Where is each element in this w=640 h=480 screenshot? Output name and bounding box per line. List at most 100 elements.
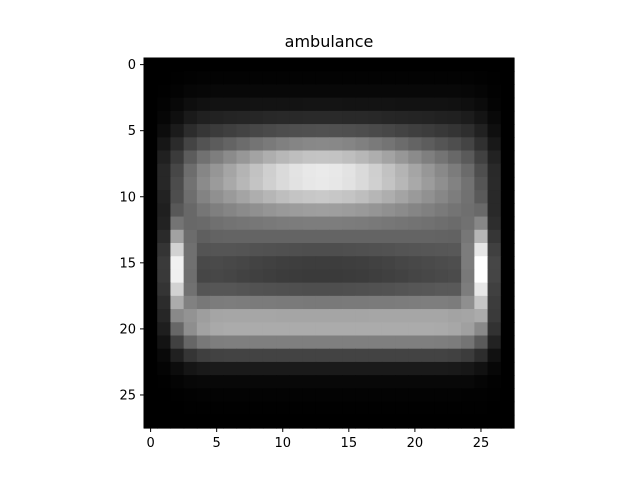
heatmap-cell: [500, 216, 515, 231]
heatmap-cell: [487, 322, 502, 337]
heatmap-cell: [144, 309, 158, 323]
heatmap-cell: [157, 295, 172, 310]
heatmap-cell: [408, 110, 423, 125]
heatmap-cell: [170, 150, 185, 165]
heatmap-cell: [474, 150, 489, 165]
heatmap-cell: [183, 216, 198, 231]
heatmap-cell: [210, 282, 224, 297]
heatmap-cell: [210, 309, 224, 323]
heatmap-cell: [210, 388, 224, 403]
heatmap-cell: [355, 388, 370, 403]
heatmap-cell: [276, 110, 290, 125]
heatmap-cell: [395, 137, 409, 152]
heatmap-cell: [249, 256, 264, 271]
heatmap-cell: [302, 137, 317, 152]
heatmap-cell: [500, 335, 515, 350]
heatmap-cell: [236, 361, 251, 376]
heatmap-cell: [355, 375, 370, 389]
heatmap-cell: [474, 84, 489, 99]
heatmap-cell: [183, 229, 198, 244]
heatmap-cell: [315, 176, 330, 191]
heatmap-cell: [447, 203, 462, 218]
heatmap-cell: [395, 361, 409, 376]
heatmap-cell: [170, 137, 185, 152]
heatmap-cell: [262, 269, 277, 284]
heatmap-cell: [210, 375, 224, 389]
heatmap-cell: [315, 348, 330, 363]
y-tick-label: 10: [119, 190, 136, 205]
heatmap-cell: [368, 295, 383, 310]
heatmap-cell: [461, 401, 475, 416]
heatmap-cell: [302, 190, 317, 204]
heatmap-cell: [315, 375, 330, 389]
heatmap-cell: [302, 71, 317, 86]
heatmap-cell: [249, 203, 264, 218]
heatmap-cell: [196, 414, 211, 429]
heatmap-cell: [196, 256, 211, 271]
heatmap-cell: [421, 150, 436, 165]
heatmap-cell: [276, 216, 290, 231]
heatmap-cell: [329, 84, 343, 99]
heatmap-cell: [236, 282, 251, 297]
heatmap-cell: [421, 84, 436, 99]
heatmap-cell: [210, 137, 224, 152]
heatmap-cell: [223, 414, 238, 429]
heatmap-cell: [210, 203, 224, 218]
heatmap-cell: [368, 124, 383, 138]
heatmap-cell: [249, 137, 264, 152]
heatmap-cell: [487, 361, 502, 376]
heatmap-cell: [210, 348, 224, 363]
heatmap-cell: [223, 309, 238, 323]
heatmap-cell: [183, 150, 198, 165]
heatmap-cell: [144, 388, 158, 403]
heatmap-cell: [289, 176, 304, 191]
heatmap-cell: [315, 124, 330, 138]
heatmap-cell: [395, 269, 409, 284]
heatmap-cell: [500, 150, 515, 165]
heatmap-cell: [249, 401, 264, 416]
heatmap-cell: [196, 335, 211, 350]
heatmap-cell: [262, 190, 277, 204]
heatmap-cell: [223, 110, 238, 125]
heatmap-cell: [170, 322, 185, 337]
heatmap-cell: [461, 361, 475, 376]
heatmap-cell: [368, 282, 383, 297]
heatmap-cell: [447, 269, 462, 284]
heatmap-cell: [183, 243, 198, 257]
heatmap-cell: [157, 176, 172, 191]
heatmap-cell: [302, 375, 317, 389]
heatmap-cell: [276, 243, 290, 257]
heatmap-cell: [381, 256, 396, 271]
heatmap-cell: [315, 216, 330, 231]
heatmap-cell: [249, 216, 264, 231]
heatmap-cell: [408, 243, 423, 257]
heatmap-cell: [474, 176, 489, 191]
heatmap-cell: [381, 124, 396, 138]
heatmap-cell: [408, 216, 423, 231]
heatmap-cell: [368, 190, 383, 204]
heatmap-cell: [342, 322, 357, 337]
heatmap-cell: [157, 84, 172, 99]
heatmap-cell: [342, 84, 357, 99]
heatmap-cell: [302, 110, 317, 125]
heatmap-cell: [329, 71, 343, 86]
heatmap-cell: [355, 243, 370, 257]
heatmap-cell: [315, 110, 330, 125]
heatmap-cell: [236, 190, 251, 204]
heatmap-cell: [157, 97, 172, 112]
heatmap-cell: [421, 124, 436, 138]
heatmap-cell: [395, 243, 409, 257]
heatmap-cell: [461, 309, 475, 323]
heatmap-cell: [289, 322, 304, 337]
heatmap-cell: [461, 282, 475, 297]
heatmap-cell: [315, 309, 330, 323]
heatmap-cell: [157, 243, 172, 257]
heatmap-cell: [474, 269, 489, 284]
heatmap-cell: [236, 58, 251, 72]
heatmap-cell: [223, 401, 238, 416]
heatmap-cell: [223, 388, 238, 403]
heatmap-cell: [144, 322, 158, 337]
heatmap-cell: [144, 401, 158, 416]
heatmap-cell: [395, 124, 409, 138]
